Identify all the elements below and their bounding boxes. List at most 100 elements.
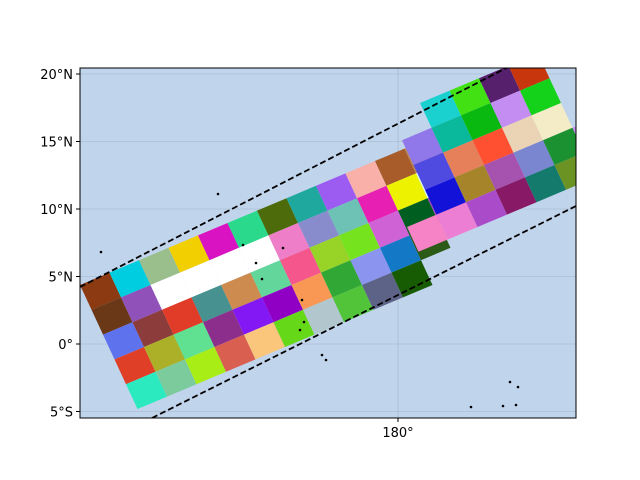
swath-cell [132,309,174,347]
swath-cell [443,140,484,178]
island [298,328,302,332]
swath-cell [126,371,167,409]
swath-cell [221,272,262,310]
swath-cell [490,90,532,128]
swath-cell [543,127,576,165]
swath-cell [357,185,398,223]
swath-cell [454,165,496,203]
swath-cell [584,140,625,177]
longitude-axis: 180° [382,418,414,441]
swath-cell [109,260,151,298]
lon-tick-label: 180° [382,426,413,441]
swath-cell [139,247,180,285]
swath-cell [513,140,555,178]
swath-cell [436,202,478,240]
swath-cell [303,297,344,335]
swath-cell [268,223,310,261]
island [508,380,512,384]
swath-cell [413,152,455,190]
swath-cell [375,148,416,186]
swath-cell [91,297,133,335]
swath-cell [321,260,362,298]
swath-cell [495,177,537,215]
swath-cell [250,260,292,298]
swath-cell [525,165,566,203]
swath-cell [391,260,433,298]
map-frame [79,67,577,419]
swath-outlines [80,68,576,418]
swath-cell [509,68,550,91]
swath-cell [362,272,403,310]
swath-cell [316,173,357,211]
lat-tick-label: 5°N [49,271,74,286]
island [514,403,518,407]
swath-cell [150,272,192,310]
swath-cell [380,235,421,273]
island [320,353,324,357]
island [469,405,473,409]
swath-cell [144,334,185,372]
swath-cell [402,127,443,165]
lat-tick-label: 0° [58,338,73,353]
swath-cell [502,115,543,153]
island [516,385,520,389]
swath-cell [155,359,197,397]
swath-edge [151,204,576,418]
swath-cell [168,235,210,273]
swath-cell [368,210,410,248]
island [254,261,258,265]
swath-cell [386,173,428,211]
swath-cell [280,247,321,285]
swath-cell [425,177,466,215]
swath-cell [466,189,507,227]
swath-cell [461,103,502,141]
swath-cell [327,198,369,236]
islands [99,192,520,409]
swath-cell [209,247,251,285]
island [300,298,304,302]
island [216,192,220,196]
island [501,404,505,408]
swath-cell [520,78,561,116]
swath-cell [531,103,573,141]
swath-cell [173,322,215,360]
island [281,246,285,250]
lat-tick-label: 5°S [50,406,73,421]
island [324,358,328,362]
swath-cell [232,297,274,335]
swath-cell [431,115,473,153]
lat-tick-label: 10°N [40,203,73,218]
swath-cell [273,309,315,347]
swath-cells-right [402,68,625,252]
swath-cell [162,297,203,335]
swath-cell [339,223,380,261]
swath-cell [407,214,448,252]
lat-tick-label: 15°N [40,136,73,151]
swath-cell [185,347,226,385]
swath-cell [572,126,576,136]
swath-cell [180,260,221,298]
swath-cell [214,334,256,372]
swath-cell [554,155,576,190]
swath-cell [114,347,156,385]
swath-cell [244,322,285,360]
swath-cell [239,235,280,273]
island [260,277,264,281]
swath-cell [203,309,244,347]
swath-cell [345,161,387,199]
swath-edge [80,68,509,288]
swath-cell [298,210,339,248]
latitude-axis: 20°N 15°N 10°N 5°N 0° 5°S [40,68,80,421]
swath-cell [191,285,233,323]
swath-cell [449,78,491,116]
swath-cell [472,127,514,165]
island [241,243,245,247]
swath-cell [257,198,298,236]
island [302,320,306,324]
swath-cell [198,223,239,261]
swath-cell [103,322,144,360]
swath-cell [227,210,269,248]
swath-cell [484,152,525,190]
swath-cell [309,235,351,273]
